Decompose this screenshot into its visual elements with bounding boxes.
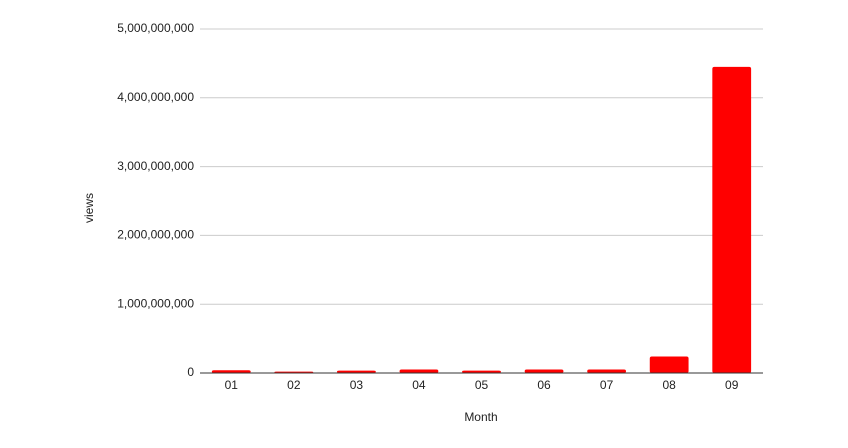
bar	[587, 369, 627, 373]
bar	[649, 356, 689, 373]
x-tick-label: 02	[287, 378, 301, 392]
x-axis-label: Month	[464, 410, 497, 424]
x-tick-label: 05	[475, 378, 489, 392]
x-tick-label: 06	[537, 378, 551, 392]
y-tick-label: 2,000,000,000	[117, 228, 194, 242]
x-tick-label: 08	[662, 378, 676, 392]
y-tick-label: 1,000,000,000	[117, 296, 194, 310]
x-tick-label: 07	[600, 378, 614, 392]
x-tick-label: 09	[725, 378, 739, 392]
x-tick-label: 04	[412, 378, 426, 392]
bar	[524, 369, 564, 373]
bar	[211, 370, 251, 373]
y-tick-label: 3,000,000,000	[117, 159, 194, 173]
x-tick-label: 01	[225, 378, 239, 392]
y-tick-label: 5,000,000,000	[117, 21, 194, 35]
y-tick-label: 4,000,000,000	[117, 90, 194, 104]
y-axis-label: views	[82, 193, 96, 223]
bar	[462, 370, 501, 373]
x-tick-label: 03	[350, 378, 364, 392]
bar	[399, 369, 439, 373]
bar	[336, 370, 376, 373]
y-tick-label: 0	[187, 365, 194, 379]
bar	[712, 66, 752, 373]
